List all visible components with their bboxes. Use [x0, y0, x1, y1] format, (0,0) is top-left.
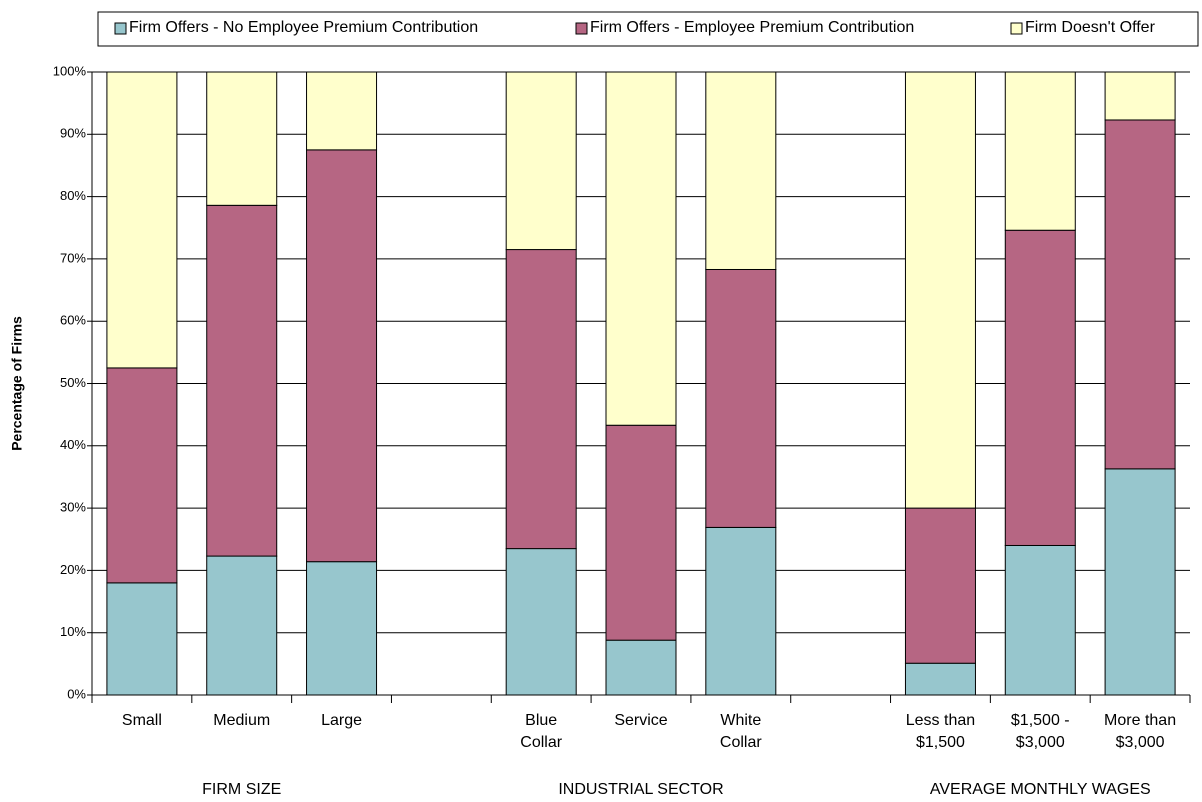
y-tick-label: 50% — [60, 375, 86, 390]
bar-segment — [106, 582, 178, 696]
bar-segment — [505, 71, 577, 251]
bar-segment — [505, 249, 577, 550]
bar-segment — [1104, 71, 1176, 121]
y-tick-label: 0% — [67, 686, 86, 701]
y-tick-label: 60% — [60, 313, 86, 328]
y-tick-label: 30% — [60, 500, 86, 515]
bar-segment — [206, 555, 278, 696]
x-tick-label: Less than $1,500 — [905, 712, 976, 751]
group-label: FIRM SIZE — [202, 781, 282, 798]
legend-label: Firm Offers - Employee Premium Contribut… — [590, 19, 915, 36]
legend-swatch — [114, 22, 127, 35]
bar-segment — [1104, 468, 1176, 696]
y-axis-title: Percentage of Firms — [9, 316, 25, 451]
legend-label: Firm Offers - No Employee Premium Contri… — [129, 19, 479, 36]
x-tick-label: Service — [614, 712, 668, 729]
bar-segment — [206, 71, 278, 206]
bar-segment — [605, 71, 677, 426]
bar-segment — [106, 71, 178, 369]
legend-swatch — [1010, 22, 1023, 35]
bar-segment — [1004, 71, 1076, 231]
x-tick-label: Small — [121, 712, 162, 729]
bar-segment — [605, 424, 677, 641]
bar-segment — [206, 204, 278, 557]
bar-segment — [1004, 229, 1076, 546]
bar-segment — [106, 367, 178, 584]
legend-swatch — [575, 22, 588, 35]
bar-segment — [1004, 544, 1076, 696]
y-tick-label: 90% — [60, 126, 86, 141]
x-tick-label: $1,500 - $3,000 — [1010, 712, 1070, 751]
x-tick-label: Medium — [213, 712, 271, 729]
x-tick-label: Blue Collar — [520, 712, 563, 751]
y-tick-label: 10% — [60, 624, 86, 639]
bar-segment — [505, 548, 577, 696]
bar-segment — [306, 561, 378, 696]
y-tick-label: 100% — [53, 63, 87, 78]
y-tick-label: 20% — [60, 562, 86, 577]
y-tick-label: 40% — [60, 437, 86, 452]
group-label: AVERAGE MONTHLY WAGES — [929, 781, 1151, 798]
bar-segment — [306, 71, 378, 151]
x-tick-label: More than $3,000 — [1104, 712, 1177, 751]
bar-segment — [605, 639, 677, 696]
bar-segment — [705, 526, 777, 696]
legend-label: Firm Doesn't Offer — [1025, 19, 1155, 36]
x-tick-label: White Collar — [719, 712, 762, 751]
y-tick-label: 70% — [60, 250, 86, 265]
bar-segment — [705, 71, 777, 270]
bar-segment — [705, 268, 777, 528]
y-tick-label: 80% — [60, 188, 86, 203]
x-tick-label: Large — [321, 712, 362, 729]
bar-segment — [306, 149, 378, 563]
group-label: INDUSTRIAL SECTOR — [558, 781, 724, 798]
bar-segment — [904, 507, 976, 664]
bar-segment — [904, 71, 976, 509]
bar-segment — [904, 662, 976, 696]
bar-segment — [1104, 119, 1176, 470]
